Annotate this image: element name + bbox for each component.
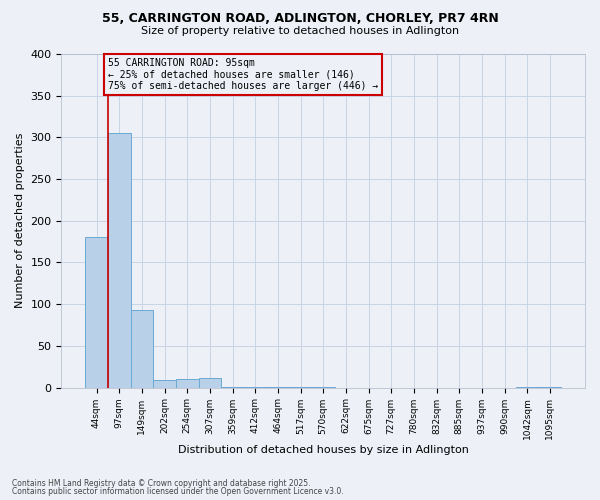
Text: Contains HM Land Registry data © Crown copyright and database right 2025.: Contains HM Land Registry data © Crown c… bbox=[12, 478, 311, 488]
X-axis label: Distribution of detached houses by size in Adlington: Distribution of detached houses by size … bbox=[178, 445, 469, 455]
Y-axis label: Number of detached properties: Number of detached properties bbox=[15, 133, 25, 308]
Bar bbox=[221, 387, 244, 388]
Text: Size of property relative to detached houses in Adlington: Size of property relative to detached ho… bbox=[141, 26, 459, 36]
Bar bbox=[266, 387, 289, 388]
Text: 55, CARRINGTON ROAD, ADLINGTON, CHORLEY, PR7 4RN: 55, CARRINGTON ROAD, ADLINGTON, CHORLEY,… bbox=[101, 12, 499, 26]
Bar bbox=[539, 387, 561, 388]
Text: 55 CARRINGTON ROAD: 95sqm
← 25% of detached houses are smaller (146)
75% of semi: 55 CARRINGTON ROAD: 95sqm ← 25% of detac… bbox=[108, 58, 378, 92]
Bar bbox=[312, 387, 335, 388]
Bar bbox=[153, 380, 176, 388]
Bar bbox=[131, 310, 153, 388]
Bar bbox=[176, 380, 199, 388]
Bar bbox=[199, 378, 221, 388]
Bar bbox=[108, 133, 131, 388]
Bar bbox=[85, 238, 108, 388]
Bar bbox=[516, 387, 539, 388]
Bar bbox=[244, 387, 266, 388]
Text: Contains public sector information licensed under the Open Government Licence v3: Contains public sector information licen… bbox=[12, 487, 344, 496]
Bar bbox=[289, 387, 312, 388]
